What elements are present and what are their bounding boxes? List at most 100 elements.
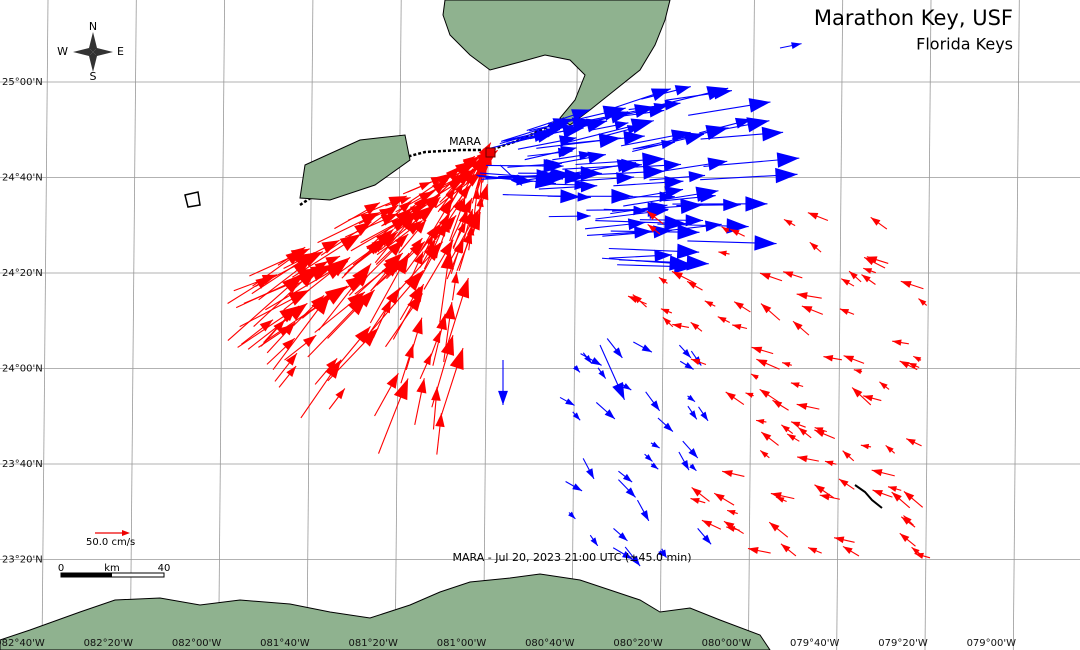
vector-head <box>576 211 591 221</box>
current-vector <box>906 438 922 447</box>
vector-head <box>641 344 652 353</box>
lon-line <box>41 0 49 650</box>
vector-head <box>686 255 709 271</box>
current-vector <box>721 226 730 234</box>
current-vector <box>314 291 366 333</box>
title: Marathon Key, USF <box>814 6 1013 30</box>
vector-head <box>572 412 581 421</box>
current-vector <box>870 216 888 230</box>
vector-head <box>460 197 473 214</box>
vector-head <box>663 159 682 172</box>
current-vector <box>414 378 427 425</box>
current-vector <box>885 444 896 454</box>
vector-head <box>612 382 625 400</box>
scale-end: 40 <box>158 563 171 574</box>
vector-head <box>871 469 883 477</box>
current-vector <box>443 302 456 362</box>
compass-rose <box>73 32 113 72</box>
current-vector <box>807 546 822 554</box>
current-vector <box>334 202 381 230</box>
vector-head <box>602 105 626 121</box>
current-vector <box>768 521 789 538</box>
vector-head <box>760 273 771 280</box>
current-vector <box>918 298 928 306</box>
vector-head <box>584 355 592 364</box>
current-vector <box>666 86 733 101</box>
vector-head <box>734 301 744 310</box>
current-vector <box>375 233 409 265</box>
vector-head <box>853 369 862 375</box>
current-vector <box>372 298 392 339</box>
vector-head <box>424 241 443 262</box>
current-vector <box>288 275 312 290</box>
vector-head <box>622 551 633 560</box>
current-vector <box>419 240 436 268</box>
current-vector <box>606 338 623 359</box>
current-vector <box>437 188 456 213</box>
vector-head <box>772 400 783 409</box>
current-vector <box>797 455 819 463</box>
vector-head <box>259 319 274 332</box>
vector-head <box>756 359 768 367</box>
current-vector <box>756 418 767 425</box>
vector-head <box>704 300 714 308</box>
vector-head <box>664 186 684 199</box>
current-vector <box>301 297 328 319</box>
vector-head <box>510 174 522 186</box>
current-vector <box>779 42 802 50</box>
current-vector <box>563 130 645 146</box>
current-vector <box>833 536 855 544</box>
vector-head <box>782 362 791 368</box>
current-vector <box>792 320 810 336</box>
vector-head <box>411 238 423 251</box>
current-vector <box>759 450 770 459</box>
vector-head <box>700 411 709 421</box>
current-vector <box>900 280 924 290</box>
vector-head <box>687 394 696 402</box>
current-vector <box>624 546 641 567</box>
current-vector <box>595 215 687 231</box>
current-vector <box>265 260 349 311</box>
current-vector <box>662 316 674 328</box>
vector-head <box>701 520 713 528</box>
lon-line <box>836 0 844 650</box>
current-vector <box>657 550 666 557</box>
vector-head <box>577 192 591 202</box>
current-vector <box>618 479 636 498</box>
current-vector <box>627 295 647 305</box>
current-vector <box>419 353 432 380</box>
vector-head <box>360 328 379 347</box>
vector-head <box>418 191 433 203</box>
vector-head <box>423 353 432 366</box>
vector-head <box>326 358 338 371</box>
vector-head <box>680 198 703 215</box>
current-vector <box>299 255 341 275</box>
current-vector <box>589 534 599 547</box>
current-vector <box>398 219 427 254</box>
current-vector <box>796 292 822 300</box>
vector-head <box>775 167 798 184</box>
vector-head <box>838 478 849 487</box>
vector-head <box>892 339 902 346</box>
current-vector <box>781 424 794 434</box>
current-vector <box>682 440 699 459</box>
current-vector <box>366 287 401 337</box>
vector-head <box>462 156 475 167</box>
lon-line <box>394 0 402 650</box>
current-vector <box>378 378 409 454</box>
vector-head <box>759 389 771 398</box>
vector-head <box>404 344 414 359</box>
current-vector <box>819 493 840 501</box>
current-vector <box>843 355 865 364</box>
current-vector <box>636 499 650 522</box>
legend-arrow-head <box>122 530 130 536</box>
vector-head <box>429 196 441 209</box>
vector-head <box>776 152 800 168</box>
compass-n: N <box>89 20 97 33</box>
current-vector <box>258 259 312 301</box>
scale-start: 0 <box>58 563 64 574</box>
current-vector <box>782 362 792 368</box>
current-vector <box>796 402 820 410</box>
current-vector <box>863 256 886 269</box>
